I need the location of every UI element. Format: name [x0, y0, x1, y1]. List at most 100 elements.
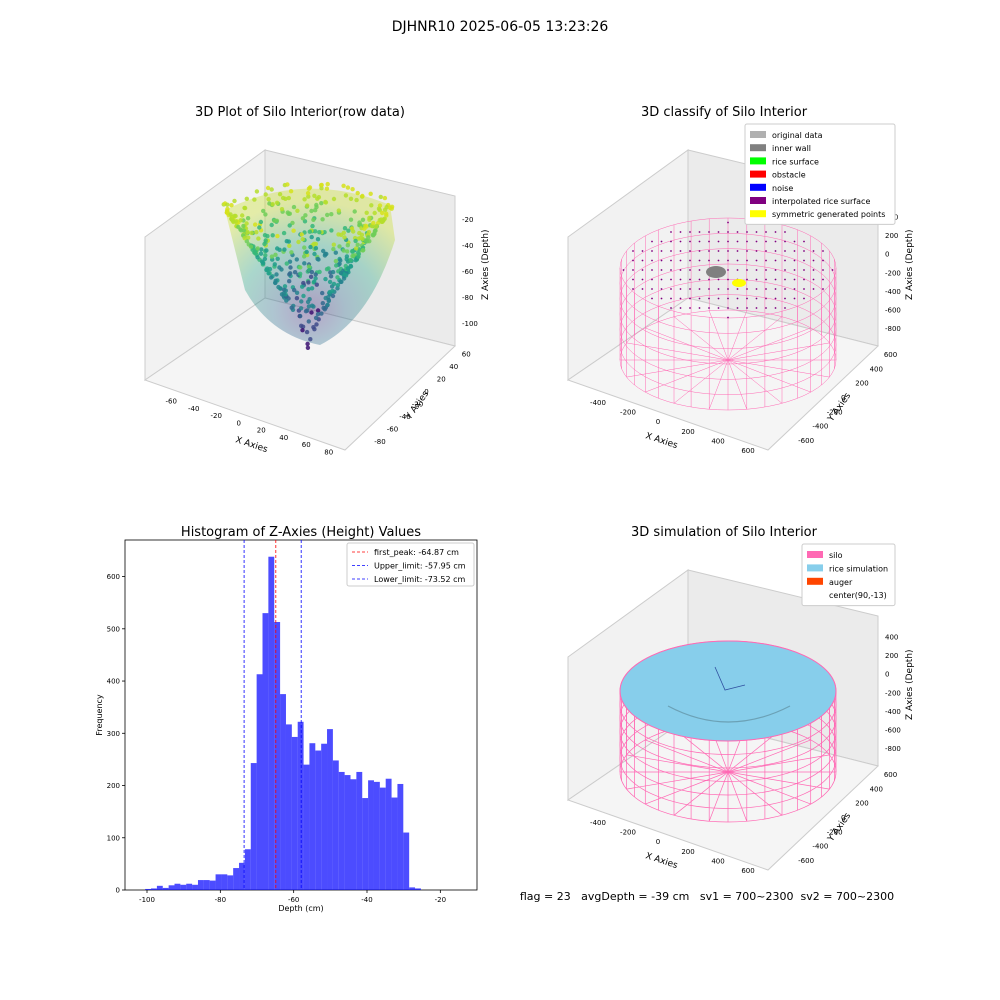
silo-spoke — [727, 771, 811, 805]
scatter-point — [254, 189, 260, 194]
scatter-point — [286, 195, 291, 201]
scatter-point — [300, 237, 305, 242]
surface-dot — [784, 297, 786, 300]
surface-dot — [670, 297, 672, 300]
surface-dot — [717, 259, 720, 262]
scatter-point — [331, 281, 337, 287]
scatter-point — [363, 223, 368, 228]
surface-dot — [736, 297, 739, 300]
surface-dot — [679, 269, 682, 271]
surface-dot — [746, 297, 748, 300]
scatter-point — [372, 231, 377, 237]
surface-dot — [784, 288, 786, 290]
z-tick-label: 200 — [885, 652, 898, 660]
scatter-point — [354, 197, 359, 203]
scatter-point — [242, 236, 247, 241]
scatter-point — [341, 248, 346, 253]
surface-dot — [727, 231, 729, 233]
surface-dot — [632, 259, 634, 262]
scatter-point — [329, 212, 334, 217]
x-tick-label: -60 — [166, 398, 177, 406]
scatter-point — [341, 183, 346, 188]
scatter-point — [382, 216, 387, 221]
scatter-point — [302, 245, 307, 250]
x-tick-label: -400 — [590, 819, 606, 827]
scatter-point — [360, 193, 365, 199]
histogram-bar — [321, 743, 328, 890]
scatter-point — [292, 287, 297, 293]
silo-spoke — [727, 771, 783, 816]
scatter-point — [300, 328, 305, 333]
scatter-point — [269, 222, 274, 228]
legend-label: silo — [829, 551, 843, 560]
surface-dot — [698, 307, 701, 309]
histogram-bar — [162, 887, 169, 890]
x-tick-label: 600 — [741, 867, 754, 875]
surface-dot — [632, 278, 634, 281]
scatter-point — [324, 186, 330, 191]
histogram-ticks: -100 -80 -60 -40 -20 0 100 200 300 400 500 600 — [107, 573, 446, 904]
scatter-point — [288, 265, 293, 270]
surface-dot — [689, 297, 691, 300]
surface-dot — [689, 231, 691, 233]
surface-dot — [708, 297, 710, 300]
scatter-point — [323, 295, 328, 301]
z-tick-label: 200 — [885, 232, 898, 240]
scatter-point — [287, 223, 292, 228]
histogram-bar — [197, 880, 204, 890]
y-tick-label: 500 — [107, 625, 120, 633]
scatter-point — [248, 244, 254, 249]
y-tick-label: 100 — [107, 834, 120, 842]
legend-label: original data — [772, 131, 823, 140]
legend-box — [346, 542, 475, 587]
scatter-point — [266, 197, 271, 202]
scatter-point — [261, 208, 266, 214]
scatter-point — [284, 298, 289, 303]
surface-dot — [765, 240, 767, 243]
silo-spoke — [645, 739, 729, 773]
scatter-point — [275, 233, 280, 239]
histogram-bar — [368, 780, 374, 890]
scatter-point — [358, 222, 363, 227]
scatter-point — [312, 279, 317, 284]
scatter-point — [317, 230, 322, 235]
surface-dot — [698, 269, 701, 271]
surface-dot — [670, 269, 672, 271]
z-tick-label: -800 — [885, 325, 901, 333]
scatter-point — [345, 249, 350, 254]
scatter-point — [337, 244, 342, 249]
scatter-point — [287, 272, 292, 277]
z-tick-label: 400 — [885, 634, 898, 642]
scatter-point — [355, 250, 361, 256]
scatter-point — [294, 296, 300, 301]
scatter-point — [294, 257, 299, 262]
surface-dot — [651, 288, 653, 290]
scatter-point — [319, 201, 324, 206]
scatter-point — [315, 308, 321, 313]
histogram-bar — [291, 736, 298, 890]
scatter-point — [338, 279, 343, 285]
silo-spoke — [727, 359, 811, 393]
z-tick-label: -60 — [462, 268, 473, 276]
scatter-point — [329, 228, 334, 233]
scatter-point — [259, 247, 264, 252]
scatter-point — [305, 299, 311, 305]
scatter-point — [269, 254, 275, 259]
scatter-point — [232, 198, 237, 204]
surface-dot — [746, 231, 748, 233]
scatter-point — [264, 267, 269, 273]
scatter-point — [306, 264, 312, 269]
surface-dot — [717, 250, 720, 252]
scatter-point — [343, 193, 349, 198]
legend-swatch — [807, 564, 823, 572]
simulation-panel-title: 3D simulation of Silo Interior — [631, 525, 818, 540]
surface-dot — [641, 259, 644, 262]
surface-dot — [632, 288, 634, 290]
surface-dot — [746, 259, 748, 262]
surface-dot — [622, 269, 625, 271]
surface-dot — [812, 278, 815, 281]
legend-label: Lower_limit: -73.52 cm — [374, 575, 466, 584]
histogram-bar — [256, 674, 263, 890]
scatter-point — [301, 293, 306, 299]
surface-dot — [831, 269, 834, 271]
